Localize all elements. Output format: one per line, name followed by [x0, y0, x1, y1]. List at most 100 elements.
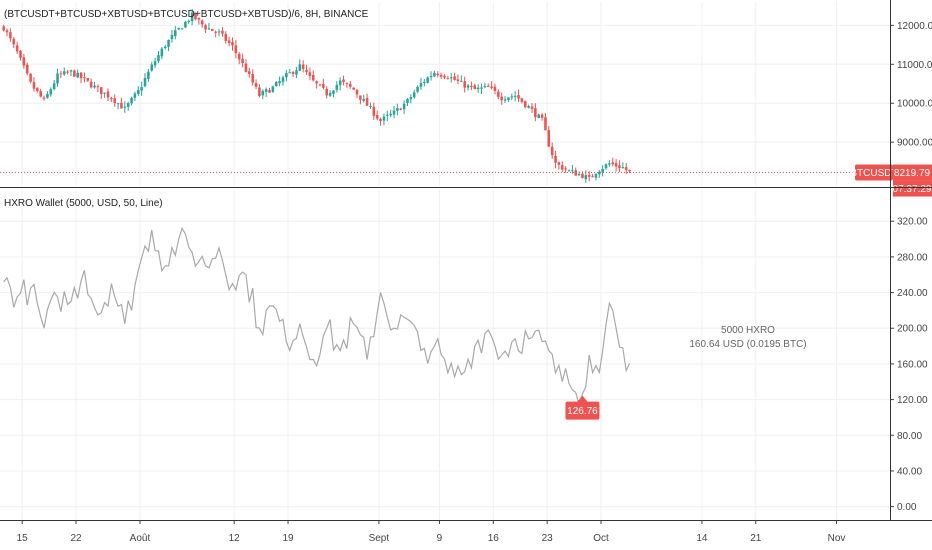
candle-body: [581, 173, 584, 178]
candle-body: [254, 83, 258, 87]
y-tick-label: 280.00: [897, 252, 928, 263]
wallet-amount-label: 5000 HXRO: [721, 325, 775, 336]
candle-body: [412, 92, 416, 98]
candle-body: [137, 90, 140, 94]
min-value-flag: 126.76: [565, 395, 600, 420]
candle-body: [436, 73, 440, 76]
candle-body: [187, 20, 191, 22]
candle-body: [608, 163, 611, 165]
min-flag-background: [565, 395, 600, 420]
candle-body: [126, 103, 130, 107]
candle-body: [517, 95, 520, 99]
candle-body: [318, 84, 322, 86]
candle-body: [537, 114, 540, 118]
candle-body: [271, 86, 275, 92]
candle-body: [594, 173, 598, 178]
candle-body: [473, 85, 477, 90]
candle-body: [184, 21, 187, 28]
x-tick-label: 14: [696, 533, 708, 544]
y-tick-label: 80.00: [897, 431, 922, 442]
candle-body: [466, 85, 470, 88]
candle-body: [534, 108, 537, 117]
candle-body: [507, 97, 510, 100]
candle-body: [429, 76, 433, 78]
time-x-axis[interactable]: 15 22 Août 12 19 Sept 9 16 23 Oct 14 21 Nov: [17, 520, 846, 544]
x-tick-label: 23: [542, 533, 554, 544]
candle-body: [449, 77, 453, 79]
candle-body: [110, 98, 113, 100]
candle-body: [177, 27, 180, 30]
candle-body: [406, 99, 409, 103]
x-tick-label: 9: [437, 533, 443, 544]
symbol-badge-label: BTCUSDT: [850, 168, 897, 179]
candle-body: [103, 92, 106, 94]
x-tick-label: Sept: [369, 533, 390, 544]
candle-body: [197, 18, 201, 20]
candle-body: [365, 98, 369, 106]
y-tick-label: 240.00: [897, 288, 928, 299]
candle-body: [288, 72, 291, 74]
candle-body: [153, 61, 157, 66]
candle-body: [221, 30, 224, 34]
y-tick-label: 12000.00: [897, 21, 932, 32]
candle-body: [190, 12, 194, 22]
candle-body: [231, 42, 234, 46]
candle-body: [372, 106, 376, 116]
candle-body: [93, 85, 96, 88]
candle-body: [513, 95, 517, 97]
candle-body: [106, 91, 110, 98]
candle-body: [160, 48, 164, 57]
y-tick-label: 40.00: [897, 466, 922, 477]
candle-body: [281, 77, 285, 82]
candle-body: [443, 75, 446, 78]
candle-body: [214, 31, 217, 33]
candle-body: [598, 171, 601, 175]
countdown-label: 07:37:29: [893, 184, 932, 195]
candle-body: [22, 57, 26, 66]
candle-body: [42, 97, 46, 99]
candle-body: [2, 26, 5, 31]
min-flag-label: 126.76: [567, 406, 598, 417]
candle-body: [355, 90, 359, 95]
candle-body: [527, 106, 530, 108]
candle-body: [66, 71, 69, 73]
countdown-badge-background: [893, 180, 932, 197]
x-tick-label: Nov: [828, 533, 846, 544]
wallet-y-axis[interactable]: 320.00 280.00 240.00 200.00 160.00 120.00 80.0…: [890, 217, 928, 513]
candle-body: [389, 113, 392, 116]
candle-body: [456, 79, 460, 82]
candle-body: [174, 30, 177, 37]
candle-body: [352, 87, 355, 90]
candle-body: [86, 78, 90, 81]
candle-body: [453, 76, 456, 80]
candle-body: [56, 73, 59, 84]
candle-body: [402, 103, 406, 110]
candle-body: [69, 70, 73, 72]
candle-body: [628, 169, 631, 172]
pane-frame: [0, 0, 932, 521]
candle-body: [315, 81, 318, 84]
symbol-badge-background: [855, 164, 893, 181]
candle-body: [480, 87, 483, 89]
x-tick-label: 22: [70, 533, 82, 544]
candle-body: [446, 78, 450, 80]
candle-body: [217, 31, 221, 33]
candle-body: [207, 28, 211, 30]
candle-body: [604, 164, 608, 169]
candle-body: [150, 64, 154, 71]
candle-body: [567, 170, 571, 172]
candle-body: [211, 28, 214, 31]
candle-body: [99, 87, 103, 94]
candle-body: [163, 46, 167, 49]
candle-body: [476, 87, 480, 90]
candle-body: [399, 108, 403, 110]
candle-body: [574, 170, 578, 176]
candle-body: [348, 83, 352, 87]
candle-body: [328, 92, 332, 96]
candle-body: [523, 101, 527, 108]
y-tick-label: 200.00: [897, 324, 928, 335]
candle-body: [113, 98, 117, 104]
candle-body: [497, 91, 500, 97]
price-y-axis[interactable]: 12000.00 11000.00 10000.00 9000.00: [890, 21, 932, 149]
